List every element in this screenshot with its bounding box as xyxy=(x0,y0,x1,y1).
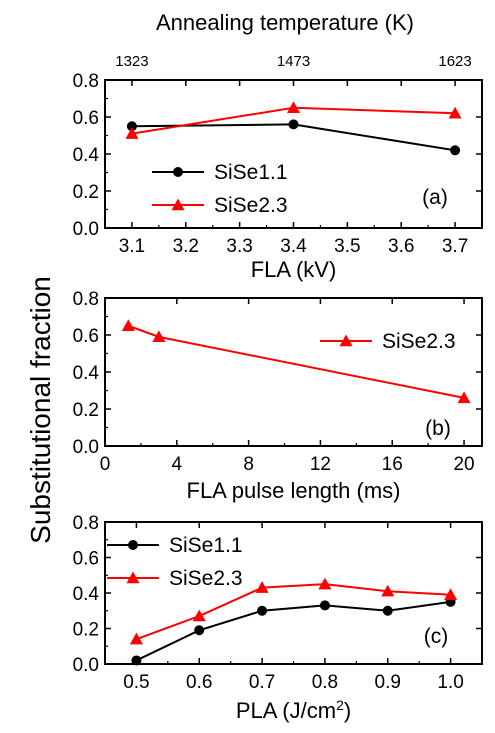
x-tick-label: 3.6 xyxy=(388,236,414,257)
y-tick-label: 0.2 xyxy=(73,400,99,421)
top-tick-label: 1473 xyxy=(277,53,310,70)
x-tick-label: 1.0 xyxy=(437,672,463,693)
data-point-SiSe2.3 xyxy=(152,330,166,343)
x-tick-label: 0.7 xyxy=(249,672,275,693)
y-tick-label: 0.0 xyxy=(73,437,99,458)
top-axis-label: Annealing temperature (K) xyxy=(156,10,414,35)
x-axis-label: FLA pulse length (ms) xyxy=(187,478,401,503)
x-tick-label: 0.8 xyxy=(312,672,338,693)
data-point-SiSe1.1 xyxy=(257,605,268,616)
x-tick-label: 16 xyxy=(382,454,403,475)
panel-3: 0.0 0.2 0.4 0.6 0.8 0.5 0.6 0.7 0.8 0.9 1.0 PLA (J/… xyxy=(73,513,483,723)
data-point-SiSe1.1 xyxy=(131,655,142,666)
data-point-SiSe2.3 xyxy=(318,577,332,590)
data-point-SiSe2.3 xyxy=(448,106,462,119)
legend-label: SiSe2.3 xyxy=(382,330,456,353)
legend-marker xyxy=(126,571,140,584)
panel-label: (c) xyxy=(424,625,449,648)
y-tick-label: 0.6 xyxy=(73,108,99,129)
data-point-SiSe2.3 xyxy=(444,588,458,600)
y-tick-label: 0.8 xyxy=(73,513,99,534)
data-point-SiSe2.3 xyxy=(121,319,135,331)
legend-label: SiSe2.3 xyxy=(169,567,243,590)
top-tick-label: 1623 xyxy=(438,53,471,70)
x-tick-label: 0.5 xyxy=(123,672,149,693)
data-point-SiSe2.3 xyxy=(381,584,395,597)
x-tick-label: 3.5 xyxy=(334,236,360,257)
legend-label: SiSe1.1 xyxy=(214,161,288,184)
x-tick-label: 3.4 xyxy=(280,236,307,257)
y-tick-label: 0.8 xyxy=(73,289,99,310)
x-tick-label: 4 xyxy=(172,454,183,475)
x-axis-label-end: ) xyxy=(344,698,351,723)
data-point-SiSe1.1 xyxy=(126,121,137,132)
shared-y-axis-label: Substitutional fraction xyxy=(25,276,56,544)
legend-marker xyxy=(171,198,185,211)
x-tick-label: 3.7 xyxy=(442,236,468,257)
x-axis-label: PLA (J/cm2) xyxy=(236,697,351,723)
y-tick-label: 0.6 xyxy=(73,549,99,570)
data-point-SiSe2.3 xyxy=(192,609,206,622)
x-tick-label: 0.6 xyxy=(186,672,212,693)
data-point-SiSe1.1 xyxy=(450,145,461,156)
y-tick-label: 0.4 xyxy=(73,584,100,605)
y-tick-label: 0.0 xyxy=(73,219,99,240)
y-tick-label: 0.8 xyxy=(73,71,99,92)
panel-label: (b) xyxy=(425,417,451,440)
series-line-SiSe2.3 xyxy=(136,583,451,641)
x-axis-label: FLA (kV) xyxy=(251,257,337,282)
data-point-SiSe2.3 xyxy=(457,391,471,404)
data-point-SiSe1.1 xyxy=(382,605,393,616)
x-tick-label: 8 xyxy=(243,454,254,475)
x-tick-label: 3.1 xyxy=(119,236,145,257)
x-tick-label: 0 xyxy=(100,454,111,475)
x-tick-label: 0.9 xyxy=(375,672,401,693)
legend-label: SiSe2.3 xyxy=(214,194,288,217)
data-point-SiSe2.3 xyxy=(125,127,139,139)
data-point-SiSe2.3 xyxy=(287,101,300,113)
x-tick-label: 12 xyxy=(310,454,331,475)
x-axis-label-superscript: 2 xyxy=(336,697,344,713)
legend-label: SiSe1.1 xyxy=(169,534,243,557)
panel-1: 0.0 0.2 0.4 0.6 0.8 3.1 3.2 3.3 3.4 3.5 3.6 3.7 1323… xyxy=(73,53,483,282)
data-point-SiSe1.1 xyxy=(288,119,299,130)
x-tick-label: 3.3 xyxy=(226,236,252,257)
data-point-SiSe2.3 xyxy=(255,581,269,593)
x-tick-label: 3.2 xyxy=(173,236,199,257)
top-tick-label: 1323 xyxy=(115,53,148,70)
legend-marker xyxy=(339,334,353,347)
y-tick-label: 0.4 xyxy=(73,145,100,166)
legend-marker xyxy=(128,540,138,550)
y-tick-label: 0.6 xyxy=(73,326,99,347)
y-tick-label: 0.4 xyxy=(73,363,100,384)
legend-marker xyxy=(173,167,183,177)
panel-label: (a) xyxy=(422,186,448,209)
x-tick-label: 20 xyxy=(453,454,474,475)
data-point-SiSe1.1 xyxy=(319,600,330,611)
y-tick-label: 0.0 xyxy=(73,655,99,676)
data-point-SiSe2.3 xyxy=(129,632,143,645)
y-tick-label: 0.2 xyxy=(73,620,99,641)
series-line-SiSe1.1 xyxy=(135,600,451,662)
y-tick-label: 0.2 xyxy=(73,182,99,203)
panel-2: 0.0 0.2 0.4 0.6 0.8 0 4 8 12 16 20 FLA pulse length… xyxy=(73,289,483,503)
data-point-SiSe1.1 xyxy=(194,625,205,636)
